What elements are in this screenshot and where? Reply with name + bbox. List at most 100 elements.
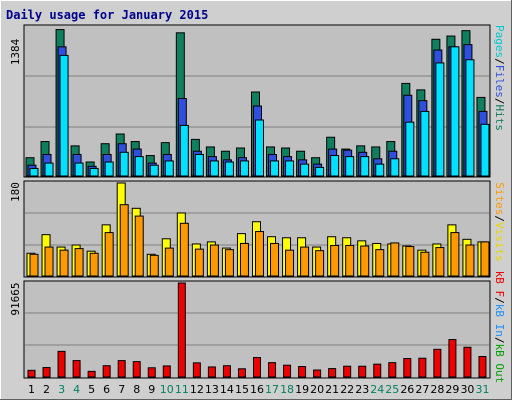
bar-kb-f — [192, 362, 201, 378]
day-label: 20 — [310, 383, 324, 396]
bar-sites — [194, 248, 204, 277]
bar-pages — [239, 160, 249, 177]
bar-kb-f — [72, 360, 81, 378]
bar-pages — [420, 110, 430, 177]
bar-sites — [300, 246, 310, 277]
bar-sites — [405, 246, 415, 277]
bar-sites — [44, 246, 54, 277]
legend-kb-item: kB In — [493, 304, 506, 337]
bar-kb-f — [433, 348, 442, 378]
bar-kb-f — [403, 358, 412, 378]
bar-kb-f — [147, 367, 156, 378]
day-label: 9 — [148, 383, 155, 396]
bar-sites — [360, 245, 370, 277]
day-label: 11 — [175, 383, 189, 396]
plot-areas — [23, 24, 491, 379]
bar-pages — [285, 160, 295, 177]
day-label: 31 — [475, 383, 489, 396]
bar-pages — [164, 160, 174, 177]
day-label: 22 — [340, 383, 354, 396]
legend-kb-item: kB F — [493, 271, 506, 298]
day-label: 17 — [265, 383, 279, 396]
bar-kb-f — [252, 357, 261, 378]
day-label: 25 — [385, 383, 399, 396]
bar-sites — [89, 252, 99, 277]
legend-pages-files-hits-item: Hits — [493, 105, 506, 132]
bar-sites — [179, 222, 189, 277]
bar-kb-f — [162, 365, 171, 378]
bar-sites — [420, 251, 430, 277]
bar-sites — [435, 247, 445, 277]
bar-pages — [89, 167, 99, 177]
bar-kb-f — [57, 350, 66, 378]
bar-kb-f — [102, 365, 111, 378]
bar-pages — [375, 163, 385, 177]
bar-kb-f — [388, 362, 397, 378]
day-label: 4 — [73, 383, 80, 396]
bar-sites — [254, 231, 264, 277]
day-label: 23 — [355, 383, 369, 396]
bar-sites — [209, 244, 219, 277]
bar-kb-f — [373, 363, 382, 378]
day-label: 7 — [118, 383, 125, 396]
bar-sites — [270, 242, 280, 277]
legend-kb: kB F/kB In/kB Out — [493, 271, 506, 384]
bar-sites — [480, 241, 490, 277]
bar-sites — [74, 248, 84, 277]
bar-pages — [194, 153, 204, 177]
day-label: 1 — [28, 383, 35, 396]
bar-pages — [119, 151, 129, 177]
bar-pages — [450, 46, 460, 177]
bar-kb-f — [87, 370, 96, 378]
day-label: 19 — [295, 383, 309, 396]
bar-pages — [300, 163, 310, 177]
bar-pages — [270, 160, 280, 177]
y-axis-max-top: 1384 — [9, 38, 22, 65]
bar-pages — [465, 59, 475, 177]
bar-kb-f — [132, 361, 141, 378]
bar-sites — [29, 253, 39, 277]
bar-pages — [29, 167, 39, 177]
bar-sites — [330, 245, 340, 277]
bar-kb-f — [298, 366, 307, 378]
bar-sites — [450, 232, 460, 277]
day-labels: 1 2 3 4 5 6 7 8 9 10 11 12 13 14 15 16 17 18 19 20 21 22 23 24 2… — [28, 383, 489, 396]
bar-kb-f — [27, 369, 36, 378]
legend-pages-files-hits-item: / — [493, 58, 506, 65]
bar-kb-f — [343, 365, 352, 378]
bar-kb-f — [358, 365, 367, 378]
day-label: 21 — [325, 383, 339, 396]
y-axis-max-bottom: 91665 — [9, 282, 22, 315]
bar-sites — [224, 249, 234, 277]
bar-kb-f — [313, 369, 322, 378]
bar-sites — [465, 244, 475, 277]
bar-sites — [164, 247, 174, 277]
bar-sites — [59, 249, 69, 277]
day-label: 3 — [58, 383, 65, 396]
bar-pages — [44, 162, 54, 177]
legend-sites-visits-item: Sites — [493, 182, 506, 215]
bar-kb-f — [328, 368, 337, 378]
chart-title: Daily usage for January 2015 — [6, 8, 208, 22]
bar-pages — [134, 156, 144, 177]
day-label: 28 — [430, 383, 444, 396]
bar-sites — [390, 242, 400, 277]
legend-kb-item: kB Out — [493, 344, 506, 384]
day-label: 27 — [415, 383, 429, 396]
bar-sites — [285, 249, 295, 277]
bar-pages — [330, 155, 340, 177]
bar-kb-f — [42, 367, 51, 378]
bar-kb-f — [478, 355, 487, 378]
bar-kb-f — [237, 368, 246, 378]
day-label: 16 — [250, 383, 264, 396]
bar-pages — [224, 161, 234, 177]
bar-pages — [480, 123, 490, 177]
day-label: 5 — [88, 383, 95, 396]
day-label: 30 — [460, 383, 474, 396]
day-label: 15 — [235, 383, 249, 396]
day-label: 29 — [445, 383, 459, 396]
legend-kb-item: / — [493, 297, 506, 304]
bar-pages — [149, 164, 159, 177]
